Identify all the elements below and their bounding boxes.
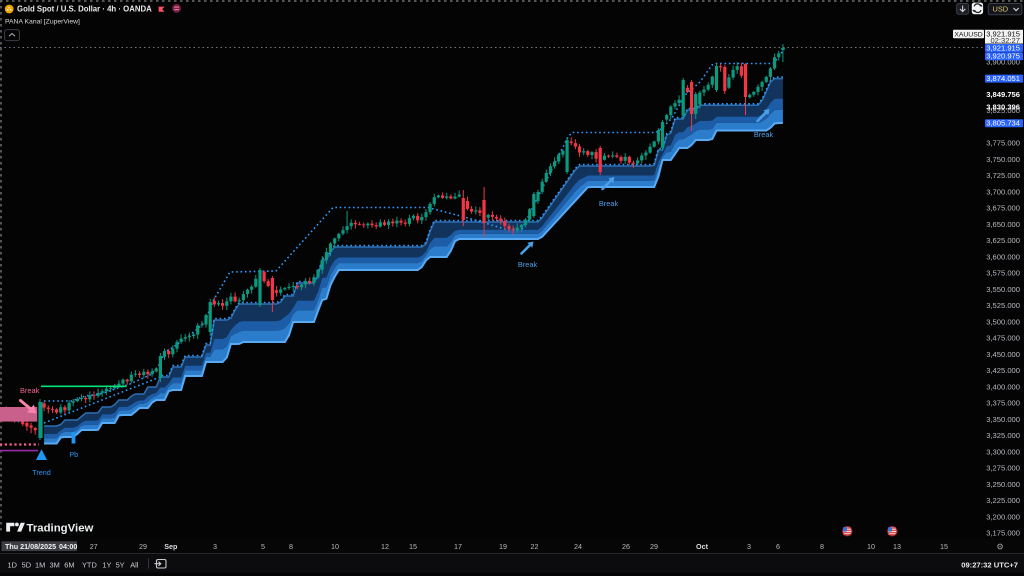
svg-text:3,805.734: 3,805.734 bbox=[986, 119, 1020, 128]
svg-text:10: 10 bbox=[331, 542, 339, 551]
svg-text:3,400.000: 3,400.000 bbox=[986, 382, 1020, 391]
svg-text:1M: 1M bbox=[35, 560, 45, 569]
svg-text:3,175.000: 3,175.000 bbox=[986, 529, 1020, 538]
svg-text:5: 5 bbox=[261, 542, 265, 551]
svg-text:6: 6 bbox=[776, 542, 780, 551]
svg-text:3,625.000: 3,625.000 bbox=[986, 236, 1020, 245]
svg-text:6M: 6M bbox=[64, 560, 74, 569]
svg-text:⚙: ⚙ bbox=[996, 542, 1004, 552]
svg-text:YTD: YTD bbox=[82, 560, 97, 569]
svg-text:3,920.975: 3,920.975 bbox=[986, 52, 1020, 61]
svg-text:Oct: Oct bbox=[696, 542, 709, 551]
svg-text:04:00: 04:00 bbox=[59, 542, 77, 551]
svg-text:Break: Break bbox=[599, 199, 619, 208]
svg-text:3,300.000: 3,300.000 bbox=[986, 447, 1020, 456]
svg-text:3: 3 bbox=[747, 542, 751, 551]
svg-text:XAUUSD: XAUUSD bbox=[954, 31, 982, 38]
svg-text:Break: Break bbox=[518, 260, 538, 269]
svg-text:3,425.000: 3,425.000 bbox=[986, 366, 1020, 375]
svg-text:3,675.000: 3,675.000 bbox=[986, 204, 1020, 213]
svg-text:8: 8 bbox=[820, 542, 824, 551]
svg-text:3,200.000: 3,200.000 bbox=[986, 512, 1020, 521]
svg-text:3,500.000: 3,500.000 bbox=[986, 317, 1020, 326]
svg-text:Trend: Trend bbox=[32, 468, 51, 477]
svg-text:3,825.000: 3,825.000 bbox=[986, 106, 1020, 115]
svg-text:3,650.000: 3,650.000 bbox=[986, 220, 1020, 229]
svg-text:3: 3 bbox=[213, 542, 217, 551]
svg-text:3,750.000: 3,750.000 bbox=[986, 155, 1020, 164]
svg-text:5D: 5D bbox=[22, 560, 31, 569]
svg-text:13: 13 bbox=[893, 542, 901, 551]
svg-text:8: 8 bbox=[289, 542, 293, 551]
svg-text:3,725.000: 3,725.000 bbox=[986, 171, 1020, 180]
svg-text:Break: Break bbox=[20, 386, 40, 395]
svg-text:15: 15 bbox=[409, 542, 417, 551]
svg-text:3,921.915: 3,921.915 bbox=[986, 43, 1020, 52]
svg-text:3,700.000: 3,700.000 bbox=[986, 187, 1020, 196]
svg-text:29: 29 bbox=[650, 542, 658, 551]
svg-text:02:32:27: 02:32:27 bbox=[990, 36, 1020, 45]
svg-text:Break: Break bbox=[754, 130, 774, 139]
svg-text:15: 15 bbox=[940, 542, 948, 551]
svg-text:3,325.000: 3,325.000 bbox=[986, 431, 1020, 440]
svg-text:3M: 3M bbox=[50, 560, 60, 569]
svg-text:3,921.915: 3,921.915 bbox=[986, 30, 1020, 39]
svg-text:1D: 1D bbox=[7, 560, 16, 569]
svg-text:3,775.000: 3,775.000 bbox=[986, 139, 1020, 148]
svg-text:All: All bbox=[130, 560, 139, 569]
svg-text:Gold Spot / U.S. Dollar · 4h ·: Gold Spot / U.S. Dollar · 4h · OANDA bbox=[17, 5, 152, 14]
svg-text:3,874.051: 3,874.051 bbox=[986, 74, 1020, 83]
svg-text:19: 19 bbox=[499, 542, 507, 551]
svg-text:Thu 21/08/2025: Thu 21/08/2025 bbox=[5, 542, 56, 551]
svg-text:3,250.000: 3,250.000 bbox=[986, 480, 1020, 489]
svg-text:27: 27 bbox=[90, 542, 98, 551]
svg-text:09:27:32 UTC+7: 09:27:32 UTC+7 bbox=[961, 561, 1018, 570]
svg-text:3,375.000: 3,375.000 bbox=[986, 399, 1020, 408]
svg-text:TradingView: TradingView bbox=[27, 522, 94, 534]
svg-text:3,525.000: 3,525.000 bbox=[986, 301, 1020, 310]
svg-text:1Y: 1Y bbox=[102, 560, 111, 569]
svg-text:24: 24 bbox=[574, 542, 582, 551]
svg-text:3,450.000: 3,450.000 bbox=[986, 350, 1020, 359]
svg-text:29: 29 bbox=[139, 542, 147, 551]
svg-text:3,849.756: 3,849.756 bbox=[986, 90, 1020, 99]
svg-text:10: 10 bbox=[867, 542, 875, 551]
svg-text:Sep: Sep bbox=[164, 542, 178, 551]
svg-text:3,575.000: 3,575.000 bbox=[986, 269, 1020, 278]
svg-text:3,275.000: 3,275.000 bbox=[986, 464, 1020, 473]
svg-text:17: 17 bbox=[454, 542, 462, 551]
svg-text:3,475.000: 3,475.000 bbox=[986, 334, 1020, 343]
svg-text:3,225.000: 3,225.000 bbox=[986, 496, 1020, 505]
svg-text:12: 12 bbox=[381, 542, 389, 551]
svg-text:3,830.396: 3,830.396 bbox=[986, 103, 1020, 112]
svg-text:26: 26 bbox=[622, 542, 630, 551]
svg-text:5Y: 5Y bbox=[116, 560, 125, 569]
svg-text:3,900.000: 3,900.000 bbox=[986, 57, 1020, 66]
svg-text:3,600.000: 3,600.000 bbox=[986, 252, 1020, 261]
svg-text:3,350.000: 3,350.000 bbox=[986, 415, 1020, 424]
svg-text:3,550.000: 3,550.000 bbox=[986, 285, 1020, 294]
svg-text:PANA Kanal [ZuperView]: PANA Kanal [ZuperView] bbox=[5, 19, 80, 26]
svg-text:22: 22 bbox=[531, 542, 539, 551]
svg-text:USD: USD bbox=[993, 5, 1009, 14]
svg-text:Pb: Pb bbox=[69, 450, 78, 459]
